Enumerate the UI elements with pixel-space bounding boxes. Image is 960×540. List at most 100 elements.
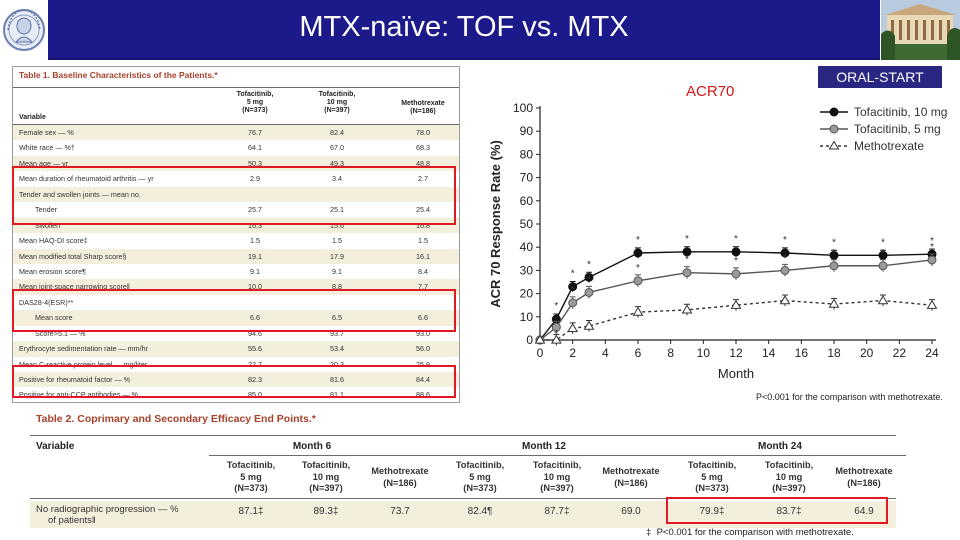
highlight-box-das28 <box>12 289 456 332</box>
table2-footnote-text: P<0.001 for the comparison with methotre… <box>656 527 854 538</box>
significance-mark: * <box>685 255 689 266</box>
legend-label: Methotrexate <box>854 139 924 153</box>
table1-row: Mean C-reactive protein level — mg/liter… <box>13 357 459 372</box>
acr70-chart: 0 10 20 30 40 50 60 70 80 90 100 0 2 4 6 8 10 12 14 16 18 20 2… <box>480 62 960 410</box>
table2-subheader-line: 10 mg <box>543 471 571 482</box>
data-point <box>780 248 790 258</box>
table1-row: Mean score 6.6 6.5 6.6 <box>13 310 459 326</box>
x-tick-label: 16 <box>795 346 809 360</box>
y-tick-label: 60 <box>520 194 534 208</box>
table1-row-label: Positive for anti-CCP antibodies — % <box>19 390 138 400</box>
table2-subheader-line: (N=373) <box>463 483 497 493</box>
table2-subheader-line: 10 mg <box>312 471 340 482</box>
table1-cell-v1: 19.1 <box>248 251 262 261</box>
data-point <box>584 287 594 297</box>
table1-cell-v1: 64.1 <box>248 143 262 153</box>
table2-row-label-line2: of patients‖ <box>48 515 96 526</box>
table2-footnote: ‡ P<0.001 for the comparison with methot… <box>646 527 854 538</box>
col2-line2: 10 mg <box>326 99 348 106</box>
legend-marker <box>829 124 839 134</box>
table1-row-label: Tender <box>35 205 57 215</box>
table1-cell-v3: 6.6 <box>418 313 428 323</box>
table2-subheader-line: (N=397) <box>540 483 574 493</box>
table2-top-rule <box>30 435 896 436</box>
data-point <box>550 334 562 344</box>
significance-mark: * <box>554 301 558 312</box>
table2-subheader-line: (N=373) <box>234 483 268 493</box>
table1-row-label: Mean duration of rheumatoid arthritis — … <box>19 174 154 184</box>
table1-cell-v2: 1.5 <box>332 236 342 246</box>
table1-cell-v3: 1.5 <box>418 236 428 246</box>
table2-cell: 82.4¶ <box>467 506 493 517</box>
y-tick-label: 0 <box>526 333 533 347</box>
data-point <box>568 298 578 308</box>
table1-cell-v3: 25.9 <box>416 359 430 369</box>
table1-row: Female sex — % 76.7 82.4 78.0 <box>13 125 459 141</box>
table2-subheader-line: (N=186) <box>383 477 417 488</box>
table2-subheader-line: Methotrexate <box>835 466 893 476</box>
table1-cell-v2: 81.6 <box>330 375 344 384</box>
table1-col2-header: Tofacitinib, 10 mg (N=397) <box>309 91 365 115</box>
table1-cell-v2: 81.1 <box>330 390 344 400</box>
col1-line2: 5 mg <box>246 99 264 106</box>
table1-cell-v1: 22.7 <box>248 359 262 369</box>
x-tick-label: 10 <box>697 346 711 360</box>
table1-cell-v1: 82.3 <box>248 375 262 384</box>
table1-row: Mean HAQ-DI score‡ 1.5 1.5 1.5 <box>13 233 459 248</box>
col2-line3: (N=397) <box>324 107 350 114</box>
table2-subheader: Tofacitinib, 10 mg (N=397) <box>520 460 594 495</box>
table1-row-label: Mean score <box>35 313 73 323</box>
table1-cell-v3: 7.7 <box>418 282 428 292</box>
x-axis-label: Month <box>718 366 754 381</box>
table2-subheader-line: 5 mg <box>240 471 262 482</box>
data-point <box>780 265 790 275</box>
table2-subheader-line: (N=186) <box>614 477 648 488</box>
significance-mark: * <box>571 269 575 280</box>
table1-cell-v1: 76.7 <box>248 128 262 137</box>
data-point <box>633 276 643 286</box>
study-badge: ORAL-START <box>818 66 942 88</box>
table1-cell-v3: 8.4 <box>418 266 428 276</box>
significance-mark: * <box>571 285 575 296</box>
table1-cell-v1: 10.0 <box>248 282 262 292</box>
table2-subheader-line: Tofacitinib, <box>455 460 505 470</box>
table1-row-label: White race — %† <box>19 143 75 153</box>
table1-cell-v2: 9.1 <box>332 266 342 276</box>
table2-subheader: Tofacitinib, 10 mg (N=397) <box>289 460 363 495</box>
col2-line1: Tofacitinib, <box>318 91 356 98</box>
data-point <box>779 295 791 305</box>
table1-row: Mean erosion score¶ 9.1 9.1 8.4 <box>13 264 459 279</box>
legend-label: Tofacitinib, 5 mg <box>854 122 941 136</box>
data-point <box>682 247 692 257</box>
table1-cell-v3: 48.8 <box>416 158 430 168</box>
table1-cell-v1: 16.3 <box>248 220 262 230</box>
table1-row: Positive for anti-CCP antibodies — % 85.0… <box>13 387 459 402</box>
table2-row-label-line1: No radiographic progression — % <box>36 504 179 515</box>
table1-header: Variable Tofacitinib, 5 mg (N=373) Tofac… <box>13 87 459 125</box>
table1-cell-v2: 82.4 <box>330 128 344 137</box>
x-tick-label: 4 <box>602 346 609 360</box>
slide-header: MTX-naïve: TOF vs. MTX <box>0 0 960 62</box>
table2-subheader-line: 5 mg <box>469 471 491 482</box>
x-tick-label: 8 <box>667 346 674 360</box>
table1-cell-v1: 25.7 <box>248 205 262 215</box>
table2-subheader: Tofacitinib, 5 mg (N=373) <box>214 460 288 495</box>
y-tick-label: 30 <box>520 263 534 277</box>
x-tick-label: 14 <box>762 346 776 360</box>
significance-mark: * <box>734 256 738 267</box>
data-point <box>551 322 561 332</box>
table1-cell-v3: 78.0 <box>416 128 430 137</box>
significance-mark: * <box>930 242 934 253</box>
col1-line1: Tofacitinib, <box>236 91 274 98</box>
y-tick-label: 20 <box>520 287 534 301</box>
building-photo <box>881 0 960 60</box>
table1-cell-v2: 15.6 <box>330 220 344 230</box>
table2-group-header: Month 12 <box>522 441 566 452</box>
table2-row-label: No radiographic progression — % of patie… <box>36 504 179 526</box>
table1-row: Tender 25.7 25.1 25.4 <box>13 202 459 217</box>
table1-cell-v1: 6.6 <box>250 313 260 323</box>
table2-subheader-line: Tofacitinib, <box>301 460 351 470</box>
table1-cell-v1: 9.1 <box>250 266 260 276</box>
efficacy-endpoints-table: Table 2. Coprimary and Secondary Efficac… <box>30 408 906 532</box>
